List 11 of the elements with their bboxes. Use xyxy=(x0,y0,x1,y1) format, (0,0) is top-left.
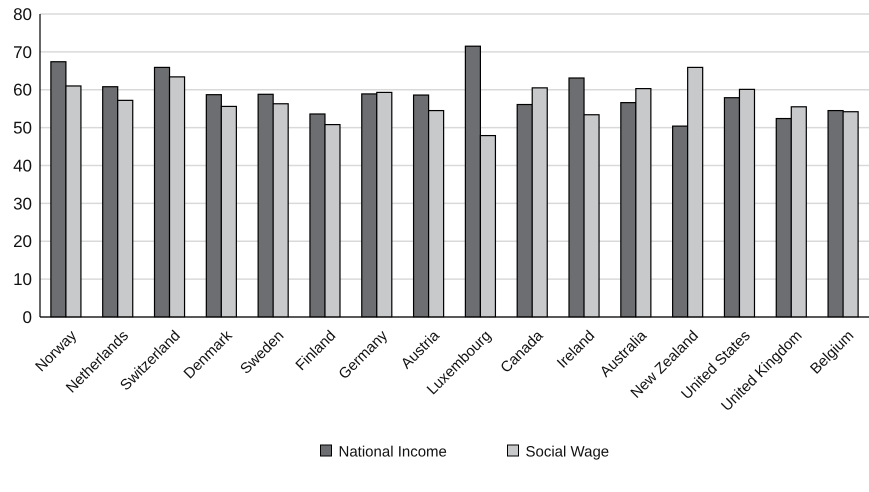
y-tick-label: 20 xyxy=(13,232,32,252)
y-tick-label: 10 xyxy=(13,270,32,290)
y-tick-label: 80 xyxy=(13,4,32,24)
legend-label: National Income xyxy=(338,443,447,460)
y-tick-label: 70 xyxy=(13,42,32,62)
legend-label: Social Wage xyxy=(526,443,610,460)
y-tick-label: 40 xyxy=(13,156,32,176)
y-tick-label: 30 xyxy=(13,194,32,214)
y-tick-label: 50 xyxy=(13,118,32,138)
y-tick-label: 0 xyxy=(22,308,32,327)
y-tick-label: 60 xyxy=(13,80,32,100)
